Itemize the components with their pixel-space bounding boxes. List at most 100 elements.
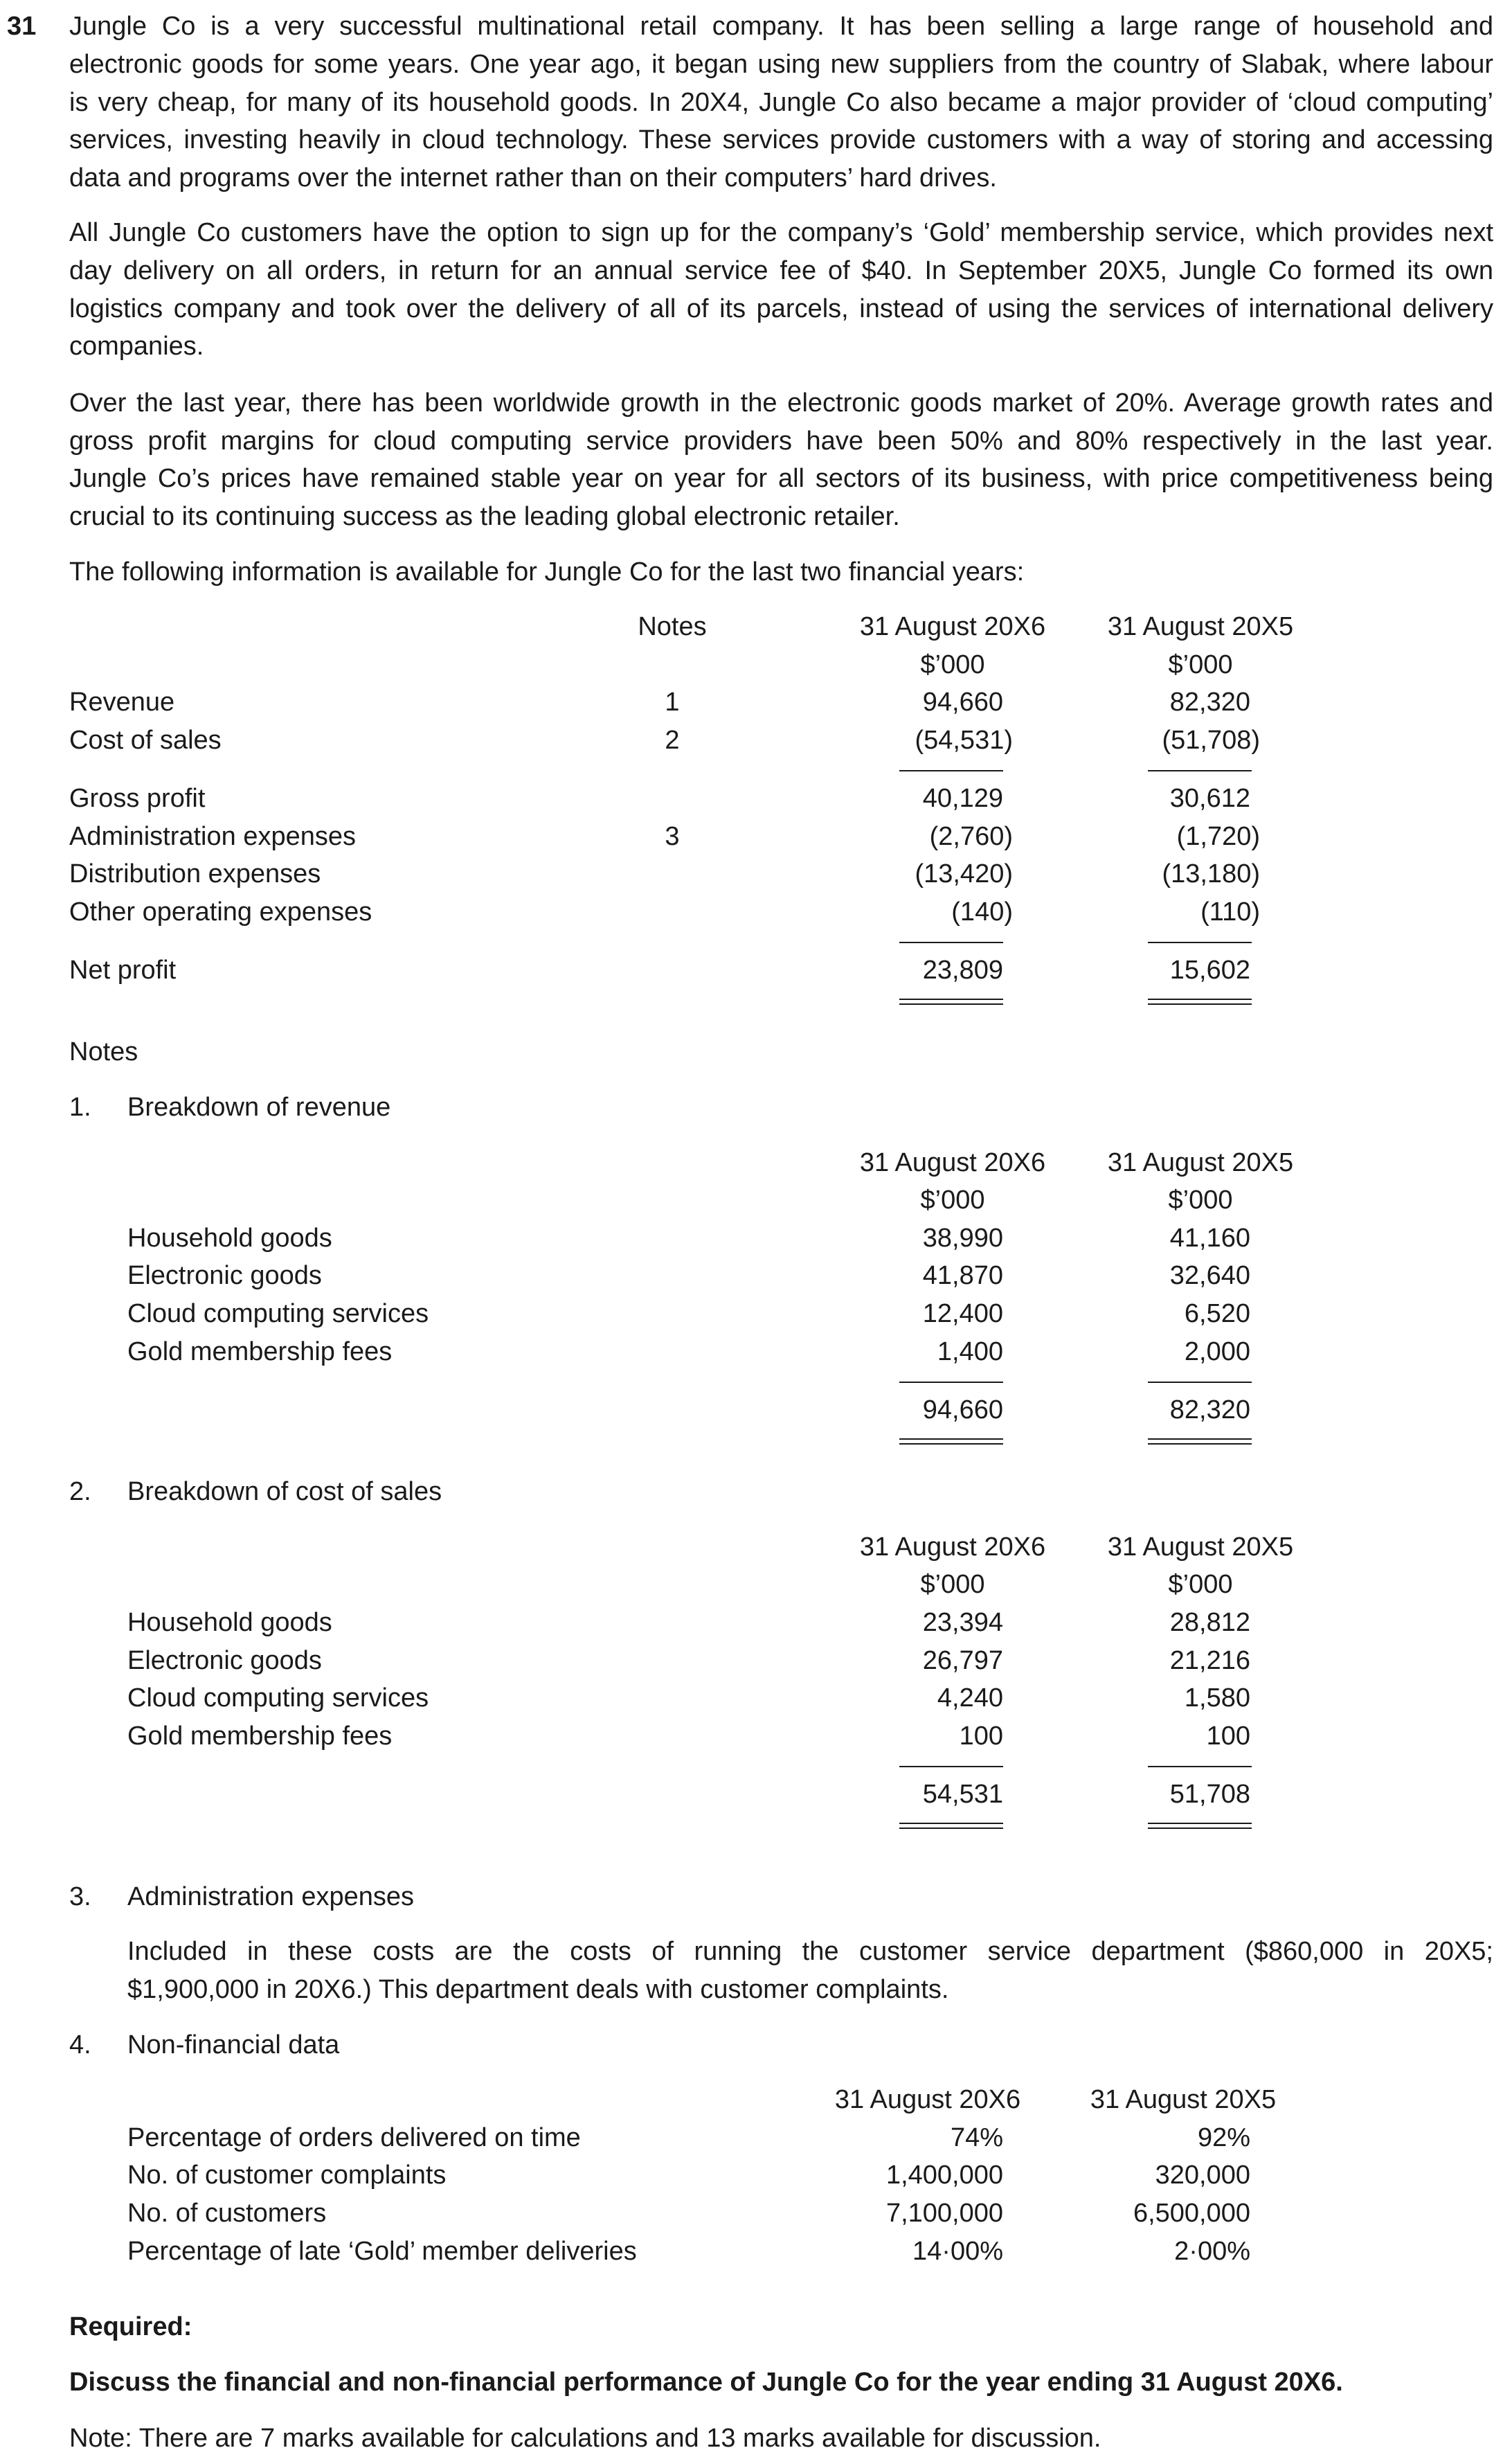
line-text: electronic goods for some years. One yea… [69, 50, 1493, 79]
paragraph-line: electronic goods for some years. One yea… [69, 46, 1493, 83]
value-cell: 6,520 [1184, 1299, 1250, 1328]
row-label: Administration expenses [69, 822, 356, 851]
row-label: Net profit [69, 956, 177, 985]
double-underline [1148, 1438, 1252, 1445]
value-cell: 30,612 [1169, 784, 1250, 813]
value-cell: 23,809 [922, 956, 1003, 985]
value-cell: (1,720) [1176, 822, 1260, 851]
double-underline [1148, 999, 1252, 1005]
value-cell: (110) [1200, 897, 1260, 927]
column-header: 31 August 20X5 [1107, 1533, 1294, 1562]
row-label: Cloud computing services [127, 1683, 429, 1713]
note-number: 4. [69, 2030, 91, 2060]
double-underline [1148, 1823, 1252, 1829]
value-cell: 1,400 [937, 1337, 1003, 1366]
column-header: 31 August 20X5 [1107, 1148, 1294, 1177]
row-label: Cloud computing services [127, 1299, 429, 1328]
line-text: Over the last year, there has been world… [69, 388, 1493, 418]
row-label: Revenue [69, 688, 175, 717]
value-cell: 320,000 [1155, 2161, 1250, 2190]
line-text: Included in these costs are the costs of… [127, 1937, 1493, 1966]
column-header: 31 August 20X6 [834, 2085, 1021, 2114]
value-cell: 15,602 [1169, 956, 1250, 985]
paragraph-line: data and programs over the internet rath… [69, 159, 1493, 197]
value-cell: 41,870 [922, 1261, 1003, 1290]
row-label: No. of customer complaints [127, 2161, 447, 2190]
note-title: Breakdown of revenue [127, 1093, 391, 1122]
value-cell: 28,812 [1169, 1608, 1250, 1637]
value-cell: 54,531 [922, 1780, 1003, 1809]
row-label: Distribution expenses [69, 859, 321, 888]
value-cell: (13,420) [915, 859, 1013, 888]
line-text: Jungle Co is a very successful multinati… [69, 12, 1493, 41]
value-cell: (140) [951, 897, 1013, 927]
subtotal-rule [1148, 770, 1252, 771]
column-header: 31 August 20X6 [859, 1533, 1046, 1562]
subtotal-rule [899, 1766, 1003, 1767]
value-cell: 1,400,000 [885, 2161, 1003, 2190]
row-label: Electronic goods [127, 1261, 322, 1290]
value-cell: 14·00% [912, 2237, 1003, 2266]
paragraph-line: Over the last year, there has been world… [69, 384, 1493, 422]
value-cell: 94,660 [922, 688, 1003, 717]
subtotal-rule [899, 1382, 1003, 1383]
value-cell: 12,400 [922, 1299, 1003, 1328]
value-cell: 6,500,000 [1133, 2199, 1250, 2228]
note-title: Breakdown of cost of sales [127, 1477, 442, 1506]
paragraph-line: All Jungle Co customers have the option … [69, 214, 1493, 251]
paragraph-line: gross profit margins for cloud computing… [69, 422, 1493, 460]
row-label: Percentage of orders delivered on time [127, 2123, 581, 2152]
row-label: Household goods [127, 1224, 332, 1253]
paragraph-line: Jungle Co’s prices have remained stable … [69, 460, 1493, 497]
unit-header: $’000 [1168, 1570, 1233, 1599]
value-cell: 51,708 [1169, 1780, 1250, 1809]
value-cell: 40,129 [922, 784, 1003, 813]
line-text: crucial to its continuing success as the… [69, 502, 900, 531]
paragraph-line: services, investing heavily in cloud tec… [69, 121, 1493, 159]
row-label: Other operating expenses [69, 897, 372, 927]
value-cell: 82,320 [1169, 1395, 1250, 1424]
value-cell: 74% [950, 2123, 1003, 2152]
column-header: 31 August 20X5 [1107, 612, 1294, 641]
double-underline [899, 1438, 1003, 1445]
line-text: Jungle Co’s prices have remained stable … [69, 464, 1493, 493]
note-text-line: $1,900,000 in 20X6.) This department dea… [127, 1971, 1493, 2008]
row-label: No. of customers [127, 2199, 327, 2228]
row-label: Cost of sales [69, 726, 222, 755]
value-cell: 4,240 [937, 1683, 1003, 1713]
row-label: Percentage of late ‘Gold’ member deliver… [127, 2237, 637, 2266]
double-underline [899, 1823, 1003, 1829]
note-text-line: Included in these costs are the costs of… [127, 1933, 1493, 1970]
line-text: The following information is available f… [69, 557, 1025, 587]
line-text: is very cheap, for many of its household… [69, 88, 1493, 117]
value-cell: 26,797 [922, 1646, 1003, 1675]
unit-header: $’000 [920, 1186, 985, 1215]
subtotal-rule [899, 770, 1003, 771]
value-cell: 100 [1206, 1722, 1250, 1751]
row-note: 3 [665, 822, 680, 851]
value-cell: 7,100,000 [885, 2199, 1003, 2228]
unit-header: $’000 [920, 650, 985, 679]
column-header: 31 August 20X6 [859, 1148, 1046, 1177]
notes-heading: Notes [69, 1037, 138, 1066]
note-title: Administration expenses [127, 1882, 414, 1911]
row-label: Gold membership fees [127, 1722, 393, 1751]
line-text: All Jungle Co customers have the option … [69, 218, 1493, 247]
value-cell: 2·00% [1174, 2237, 1250, 2266]
line-text: logistics company and took over the deli… [69, 294, 1493, 323]
paragraph-line: is very cheap, for many of its household… [69, 84, 1493, 121]
value-cell: (51,708) [1162, 726, 1260, 755]
paragraph-line: logistics company and took over the deli… [69, 290, 1493, 328]
row-label: Household goods [127, 1608, 332, 1637]
paragraph-line: companies. [69, 328, 1493, 365]
required-task: Discuss the financial and non-financial … [69, 2368, 1343, 2397]
note-number: 3. [69, 1882, 91, 1911]
value-cell: 1,580 [1184, 1683, 1250, 1713]
line-text: data and programs over the internet rath… [69, 163, 997, 193]
required-heading: Required: [69, 2312, 192, 2341]
line-text: day delivery on all orders, in return fo… [69, 256, 1493, 285]
unit-header: $’000 [1168, 650, 1233, 679]
paragraph-line: day delivery on all orders, in return fo… [69, 252, 1493, 289]
paragraph-line: Jungle Co is a very successful multinati… [69, 8, 1493, 45]
question-number: 31 [7, 12, 37, 41]
